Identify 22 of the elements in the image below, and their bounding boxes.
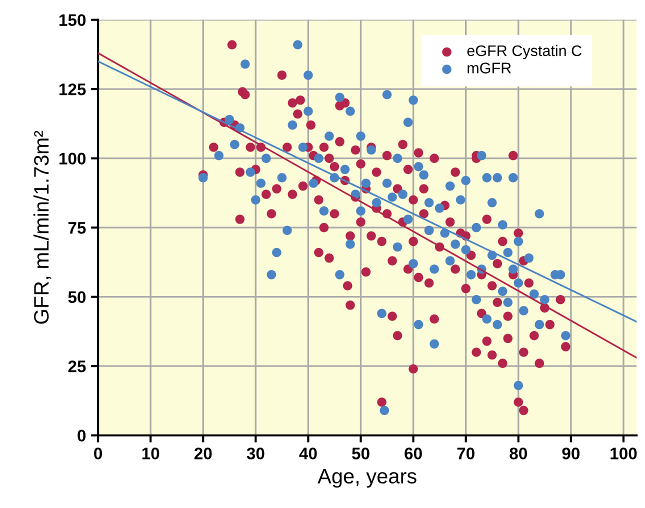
y-tick-label: 25 — [68, 360, 86, 372]
y-axis-title: GFR, mL/min/1.73m² — [33, 130, 52, 324]
x-tick-label: 50 — [352, 448, 370, 460]
y-tick-label: 150 — [59, 14, 86, 26]
legend-label: mGFR — [468, 62, 511, 74]
x-tick-label: 40 — [299, 448, 317, 460]
x-tick-label: 0 — [94, 448, 102, 460]
y-tick-label: 75 — [68, 222, 86, 234]
y-tick-label: 125 — [59, 83, 86, 96]
x-tick-label: 70 — [457, 448, 474, 460]
x-tick-label: 20 — [194, 448, 212, 460]
legend-label: eGFR Cystatin C — [467, 44, 582, 60]
x-tick-label: 60 — [404, 448, 422, 460]
y-tick-label: 0 — [78, 430, 86, 442]
x-tick-label: 100 — [610, 448, 637, 460]
x-tick-label: 80 — [510, 448, 527, 460]
y-tick-label: 50 — [68, 291, 86, 304]
x-tick-label: 30 — [246, 448, 264, 460]
y-tick-label: 100 — [59, 152, 86, 165]
x-tick-label: 10 — [142, 448, 160, 460]
x-tick-label: 90 — [562, 448, 580, 460]
x-axis-title: Age, years — [318, 469, 416, 488]
